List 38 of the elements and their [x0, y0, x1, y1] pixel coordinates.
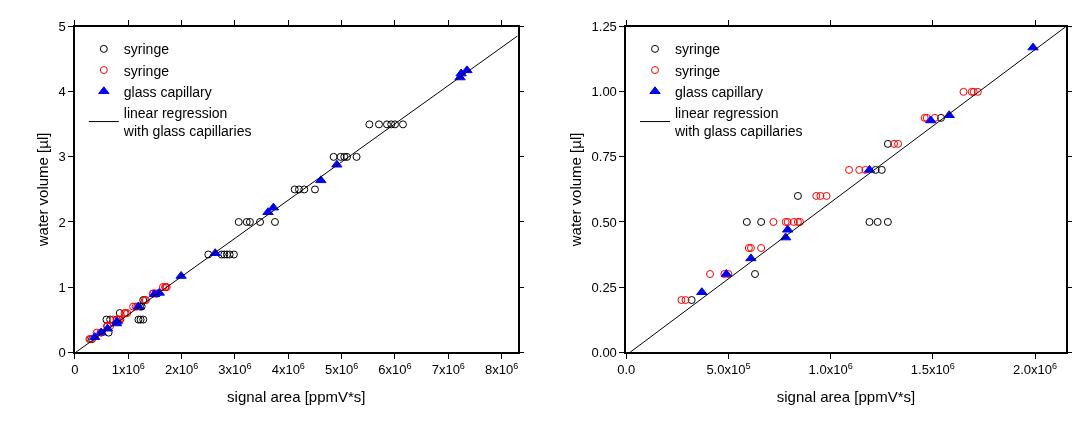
y-tick-label: 0 — [58, 344, 66, 360]
x-tick-label: 1x10$^{6}$ — [111, 361, 145, 378]
y-tick-label: 0.00 — [591, 344, 617, 360]
legend-label: linear regression with glass capillaries — [122, 104, 252, 140]
y-tick-label: 2 — [58, 214, 66, 230]
x-tick-label: 1.0x10$^{6}$ — [808, 361, 853, 378]
y-axis-title: water volume [µl] — [34, 132, 52, 248]
legend-label: syringe — [675, 62, 721, 79]
x-tick-label: 6x10$^{6}$ — [378, 361, 412, 378]
legend-label: glass capillary — [675, 83, 763, 100]
y-tick-label: 0.25 — [591, 279, 617, 295]
y-tick-label: 1.25 — [591, 19, 617, 35]
x-tick-label: 5.0x10$^{5}$ — [706, 361, 751, 378]
legend-label: syringe — [123, 62, 170, 79]
x-tick-label: 5x10$^{6}$ — [325, 361, 359, 378]
legend-label: syringe — [675, 41, 721, 58]
y-tick-label: 1 — [58, 279, 66, 295]
y-tick-label: 4 — [58, 84, 66, 100]
x-tick-label: 7x10$^{6}$ — [431, 361, 465, 378]
x-axis-title: signal area [ppmV*s] — [227, 387, 366, 405]
legend-label: glass capillary — [123, 83, 212, 100]
x-axis-title: signal area [ppmV*s] — [776, 387, 916, 405]
x-tick-label: 8x10$^{6}$ — [485, 361, 519, 378]
y-tick-label: 3 — [58, 149, 66, 165]
x-tick-label: 0.0 — [617, 362, 636, 378]
x-tick-label: 2.0x10$^{6}$ — [1013, 361, 1058, 378]
x-tick-label: 2x10$^{6}$ — [165, 361, 199, 378]
x-tick-label: 4x10$^{6}$ — [271, 361, 305, 378]
y-tick-label: 0.50 — [591, 214, 617, 230]
x-tick-label: 0 — [71, 362, 79, 378]
x-tick-label: 1.5x10$^{6}$ — [910, 361, 955, 378]
legend-label: syringe — [123, 41, 170, 58]
legend-label: linear regression with glass capillaries — [674, 104, 803, 140]
x-tick-label: 3x10$^{6}$ — [218, 361, 252, 378]
y-axis-title: water volume [µl] — [567, 132, 585, 248]
y-tick-label: 0.75 — [591, 149, 617, 165]
y-tick-label: 5 — [58, 19, 66, 35]
y-tick-label: 1.00 — [591, 84, 617, 100]
